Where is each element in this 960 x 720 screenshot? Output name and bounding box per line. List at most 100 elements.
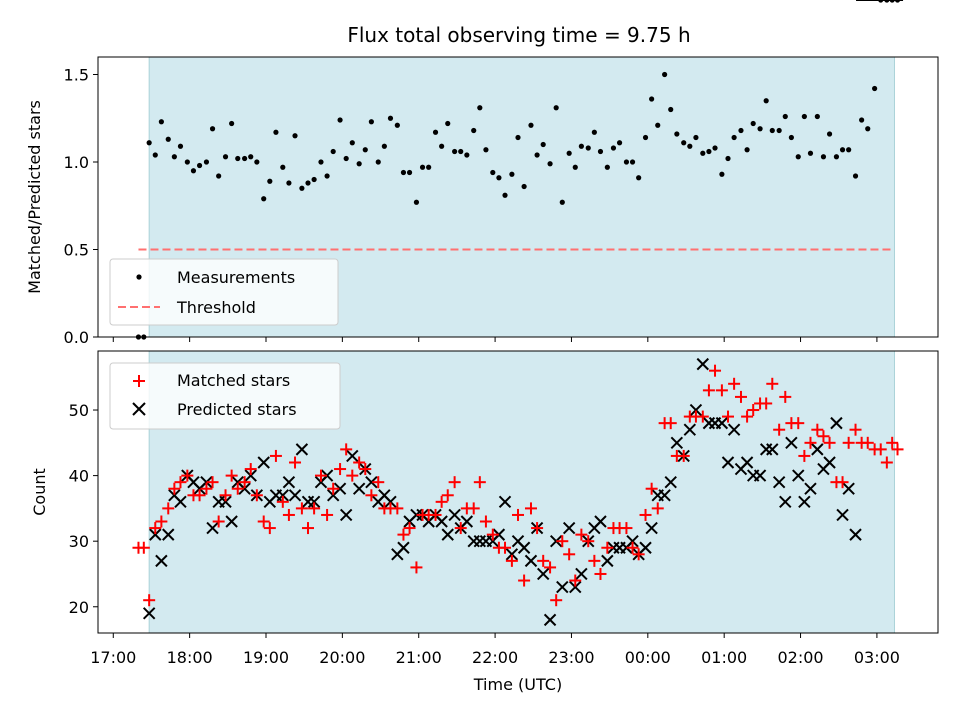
matched-point xyxy=(773,423,786,436)
measurement-point xyxy=(839,147,846,153)
measurement-point xyxy=(171,154,177,160)
predicted-point xyxy=(842,482,855,495)
measurement-point xyxy=(782,113,788,120)
measurement-point xyxy=(158,119,164,125)
measurement-point xyxy=(674,131,680,137)
measurement-point xyxy=(286,180,292,186)
measurement-point xyxy=(445,120,451,127)
predicted-point xyxy=(174,495,187,509)
matched-point xyxy=(340,443,353,456)
predicted-point xyxy=(696,357,710,371)
measurement-point xyxy=(846,147,852,153)
bottom-panel-frame xyxy=(97,350,939,634)
matched-point xyxy=(295,502,308,515)
matched-point xyxy=(441,489,454,502)
legend-predicted-label: Predicted stars xyxy=(177,400,297,419)
matched-point xyxy=(842,436,855,449)
measurement-point xyxy=(146,140,152,146)
predicted-point xyxy=(549,534,563,548)
predicted-point xyxy=(543,613,557,627)
measurement-point xyxy=(807,150,814,156)
measurement-point xyxy=(668,106,674,113)
matched-point xyxy=(486,528,499,541)
matched-point xyxy=(193,489,206,502)
measurement-point xyxy=(859,117,865,123)
measurement-point xyxy=(177,143,184,149)
predicted-point xyxy=(575,567,588,581)
top-panel-frame xyxy=(97,56,939,338)
measurement-point xyxy=(700,150,706,156)
predicted-point xyxy=(288,489,302,502)
measurement-point xyxy=(687,143,693,149)
matched-point xyxy=(702,384,715,397)
measurement-point xyxy=(216,173,222,179)
matched-point xyxy=(174,476,187,489)
measurement-point xyxy=(458,148,464,155)
matched-point xyxy=(155,515,168,528)
matched-point xyxy=(238,476,251,489)
measurement-point xyxy=(814,113,820,120)
predicted-point xyxy=(779,495,792,509)
matched-point xyxy=(664,417,677,430)
matched-point xyxy=(626,541,639,554)
measurement-point xyxy=(394,122,400,128)
measurement-point xyxy=(439,143,445,149)
matched-point xyxy=(891,443,904,456)
matched-point xyxy=(200,482,213,495)
predicted-point xyxy=(492,528,506,541)
matched-point xyxy=(836,476,849,489)
measurement-point xyxy=(305,180,311,186)
predicted-point xyxy=(448,508,461,522)
matched-point xyxy=(588,554,601,567)
predicted-point xyxy=(626,534,639,548)
predicted-point xyxy=(142,607,156,620)
predicted-point xyxy=(498,495,512,509)
measurement-point xyxy=(280,164,286,170)
matched-point xyxy=(181,469,194,482)
matched-point xyxy=(874,443,887,456)
matched-point xyxy=(149,522,162,535)
measurement-point xyxy=(248,154,254,160)
matched-point xyxy=(429,508,442,521)
matched-point xyxy=(811,423,824,436)
predicted-point xyxy=(823,456,836,469)
measurement-point xyxy=(375,159,381,165)
matched-point xyxy=(212,515,225,528)
matched-point xyxy=(302,522,314,535)
y-tick-label: 1.5 xyxy=(64,66,89,85)
measurement-point xyxy=(406,169,413,176)
top-x-ticks xyxy=(112,337,878,342)
measurement-point xyxy=(610,145,617,151)
matched-point xyxy=(403,522,416,535)
measurement-point xyxy=(559,199,565,205)
matched-point xyxy=(162,502,175,515)
measurement-point xyxy=(267,178,273,184)
predicted-point xyxy=(225,515,238,528)
measurement-point xyxy=(387,115,394,121)
matched-point xyxy=(886,436,899,449)
matched-point xyxy=(645,482,658,495)
measurement-point xyxy=(330,148,336,155)
matched-point xyxy=(250,489,263,502)
measurement-point xyxy=(540,141,546,148)
measurement-point xyxy=(578,143,584,149)
matched-point xyxy=(479,515,492,528)
y-tick-label: 1.0 xyxy=(64,153,89,172)
measurement-point xyxy=(693,134,699,141)
legend-matched-marker xyxy=(133,375,145,387)
measurement-point xyxy=(203,159,210,165)
matched-point xyxy=(849,423,862,436)
measurement-point xyxy=(731,134,737,141)
predicted-point xyxy=(798,495,811,509)
predicted-point xyxy=(594,515,607,528)
matched-point xyxy=(359,463,372,476)
matched-point xyxy=(709,364,722,377)
measurement-point xyxy=(865,126,871,132)
bottom-legend: Matched stars Predicted stars xyxy=(109,362,341,430)
predicted-point xyxy=(562,521,576,535)
measurement-point xyxy=(738,127,744,134)
measurement-point xyxy=(292,133,298,139)
measurement-point xyxy=(419,164,426,170)
measurement-point xyxy=(400,169,407,176)
